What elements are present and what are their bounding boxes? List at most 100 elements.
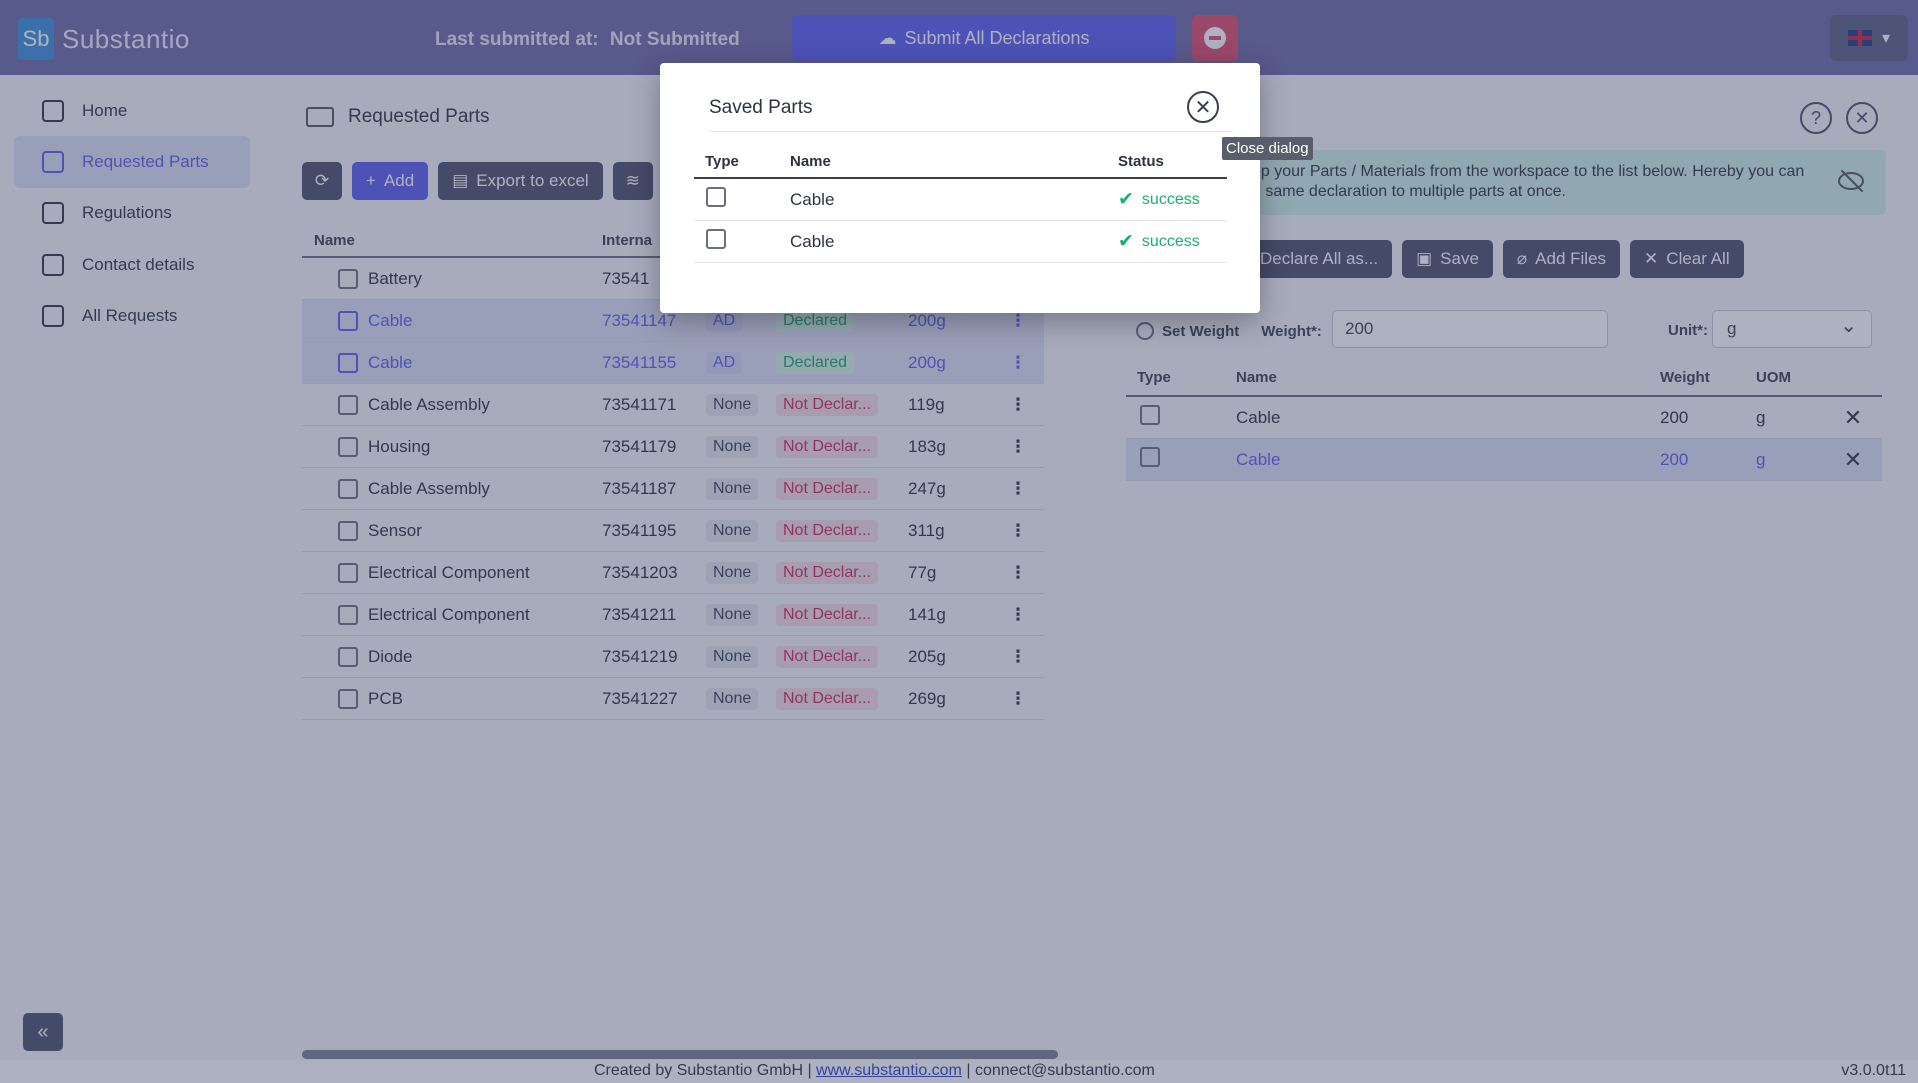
- x-icon: ✕: [1644, 249, 1659, 268]
- dialog-divider: [709, 131, 1233, 132]
- part-cube-icon: [338, 562, 358, 583]
- clear-all-button[interactable]: ✕ Clear All: [1630, 240, 1744, 278]
- cell-type: None: [706, 519, 776, 542]
- cell-weight: 200g: [908, 310, 946, 330]
- row-menu-icon[interactable]: ⋮: [1009, 646, 1027, 666]
- close-dialog-tooltip: Close dialog: [1222, 137, 1313, 160]
- row-menu-icon[interactable]: ⋮: [1009, 604, 1027, 624]
- row-menu-icon[interactable]: ⋮: [1009, 562, 1027, 582]
- save-label: Save: [1440, 249, 1479, 268]
- cell-uom: g: [1756, 407, 1766, 427]
- table-row[interactable]: Electrical Component 73541211 None Not Decl…: [302, 594, 1044, 636]
- eye-off-icon[interactable]: [1838, 172, 1864, 190]
- sidebar-item-all-requests[interactable]: All Requests: [14, 290, 250, 342]
- language-select[interactable]: ▾: [1830, 15, 1908, 61]
- part-name: Cable Assembly: [368, 478, 490, 498]
- row-menu-icon[interactable]: ⋮: [1009, 688, 1027, 708]
- help-icon[interactable]: ?: [1800, 102, 1832, 134]
- cell-type: None: [706, 477, 776, 500]
- table-row[interactable]: PCB 73541227 None Not Declar... 269g ⋮: [302, 678, 1044, 720]
- weight-label: Weight*:: [1261, 322, 1322, 340]
- col-type: Type: [705, 152, 739, 170]
- set-weight-label[interactable]: Set Weight: [1162, 322, 1240, 340]
- table-row[interactable]: Housing 73541179 None Not Declar... 183g ⋮: [302, 426, 1044, 468]
- row-menu-icon[interactable]: ⋮: [1009, 436, 1027, 456]
- layers-button[interactable]: ≋: [612, 162, 653, 200]
- cell-internal-id: 73541: [602, 268, 650, 288]
- page-title: Requested Parts: [306, 106, 490, 128]
- cell-weight: 200: [1660, 407, 1689, 427]
- add-files-button[interactable]: ⌀ Add Files: [1502, 240, 1621, 278]
- type-badge: AD: [706, 351, 743, 374]
- part-cube-icon: [1140, 405, 1160, 425]
- add-button[interactable]: + Add: [352, 162, 429, 200]
- sidebar-item-home[interactable]: Home: [14, 85, 250, 137]
- remove-row-icon[interactable]: ✕: [1843, 404, 1863, 430]
- save-icon: ▣: [1416, 249, 1433, 268]
- sidebar-item-label: All Requests: [82, 306, 178, 325]
- type-badge: AD: [706, 309, 743, 332]
- part-cube-icon: [338, 310, 358, 331]
- status-badge: Not Declar...: [776, 519, 879, 542]
- table-row[interactable]: Cable 200 g ✕: [1126, 439, 1882, 481]
- table-row[interactable]: Cable Assembly 73541187 None Not Declar... 2…: [302, 468, 1044, 510]
- sidebar-item-regulations[interactable]: Regulations: [14, 187, 250, 239]
- part-name: Electrical Component: [368, 562, 530, 582]
- row-menu-icon[interactable]: ⋮: [1009, 520, 1027, 540]
- collapse-sidebar-button[interactable]: «: [23, 1013, 63, 1051]
- status-badge: Declared: [776, 309, 855, 332]
- status-badge: Declared: [776, 351, 855, 374]
- part-cube-icon: [338, 394, 358, 415]
- table-row[interactable]: Electrical Component 73541203 None Not Decl…: [302, 552, 1044, 594]
- remove-row-icon[interactable]: ✕: [1843, 446, 1863, 472]
- cell-status: Not Declar...: [776, 435, 908, 458]
- close-dialog-icon[interactable]: ✕: [1187, 91, 1219, 123]
- row-menu-icon[interactable]: ⋮: [1009, 478, 1027, 498]
- part-name: Housing: [368, 436, 431, 456]
- row-menu-icon[interactable]: ⋮: [1009, 310, 1027, 330]
- table-row[interactable]: Cable 200 g ✕: [1126, 397, 1882, 439]
- cell-name: Cable: [1236, 407, 1281, 427]
- part-cube-icon: [338, 646, 358, 667]
- table-row[interactable]: Diode 73541219 None Not Declar... 205g ⋮: [302, 636, 1044, 678]
- col-status: Status: [1118, 152, 1164, 170]
- type-badge: None: [706, 687, 759, 710]
- type-badge: None: [706, 435, 759, 458]
- withdraw-button[interactable]: [1192, 15, 1238, 61]
- type-badge: None: [706, 645, 759, 668]
- col-internal[interactable]: Interna: [602, 232, 653, 249]
- part-cube-icon: [338, 478, 358, 499]
- weight-input[interactable]: 200: [1332, 310, 1608, 348]
- logo[interactable]: Sb: [18, 18, 54, 60]
- sidebar-item-label: Regulations: [82, 203, 172, 222]
- refresh-button[interactable]: ⟳: [302, 162, 342, 200]
- save-button[interactable]: ▣ Save: [1402, 240, 1493, 278]
- table-row[interactable]: Sensor 73541195 None Not Declar... 311g ⋮: [302, 510, 1044, 552]
- cell-status: Declared: [776, 351, 908, 374]
- chevron-down-icon: ▾: [1881, 30, 1891, 47]
- cell-internal-id: 73541171: [602, 394, 677, 414]
- row-menu-icon[interactable]: ⋮: [1009, 394, 1027, 414]
- col-name[interactable]: Name: [314, 232, 355, 249]
- table-row[interactable]: Cable 73541155 AD Declared 200g ⋮: [302, 342, 1044, 384]
- status-text: success: [1141, 232, 1200, 250]
- check-circle-icon[interactable]: [1136, 322, 1154, 340]
- submit-all-button[interactable]: ☁ Submit All Declarations: [792, 15, 1176, 61]
- sidebar-item-requested-parts[interactable]: Requested Parts: [14, 136, 250, 188]
- row-menu-icon[interactable]: ⋮: [1009, 352, 1027, 372]
- sidebar-item-contact-details[interactable]: Contact details: [14, 239, 250, 291]
- horizontal-scrollbar[interactable]: [302, 1050, 1058, 1059]
- mail-icon: [42, 305, 64, 327]
- type-badge: None: [706, 519, 759, 542]
- type-badge: None: [706, 603, 759, 626]
- cell-status: Not Declar...: [776, 561, 908, 584]
- table-row[interactable]: Cable Assembly 73541171 None Not Declar... 1…: [302, 384, 1044, 426]
- unit-select[interactable]: g: [1712, 310, 1872, 348]
- footer-website-link[interactable]: www.substantio.com: [816, 1062, 962, 1079]
- cell-status: Not Declar...: [776, 519, 908, 542]
- plus-icon: +: [366, 171, 376, 190]
- close-panel-icon[interactable]: ✕: [1846, 102, 1878, 134]
- export-excel-button[interactable]: ▤ Export to excel: [438, 162, 603, 200]
- table-header: Type Name Status: [694, 145, 1227, 179]
- weight-row: Set Weight Weight*: 200 Unit*: g: [1126, 310, 1886, 352]
